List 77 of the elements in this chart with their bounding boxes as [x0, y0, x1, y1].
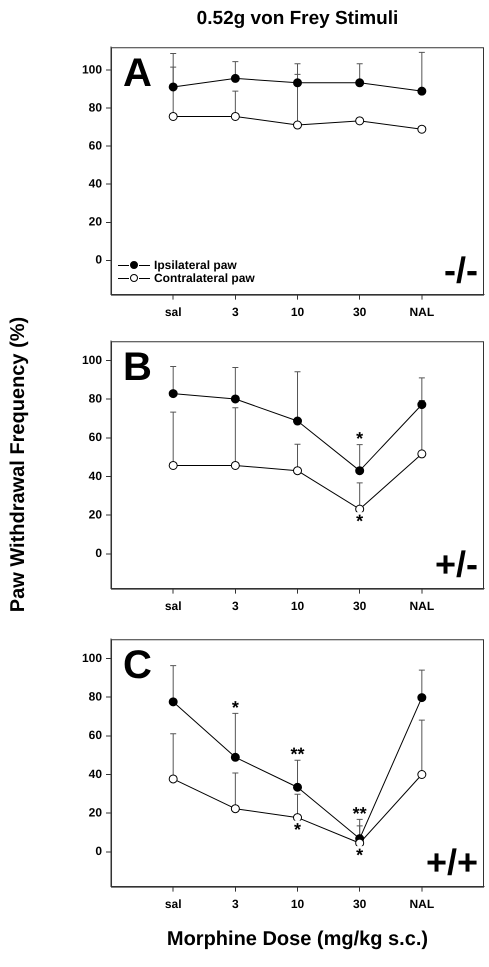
y-tick-label: 0	[95, 546, 102, 560]
y-tick-label: 40	[88, 766, 102, 781]
x-tick-label: sal	[164, 599, 182, 614]
y-tick-label: 100	[82, 62, 102, 76]
y-tick-label: 40	[88, 176, 102, 191]
x-tick-label: 30	[352, 599, 367, 614]
x-tick-label: NAL	[410, 897, 434, 912]
point	[417, 400, 426, 410]
point	[230, 804, 240, 814]
point	[230, 752, 240, 762]
legend-label: Contralateral paw	[154, 270, 255, 285]
y-tick-label: 20	[88, 507, 102, 522]
x-tick-label: NAL	[410, 599, 434, 614]
point	[417, 449, 426, 458]
point	[168, 389, 178, 398]
point	[417, 124, 426, 134]
y-tick-label: 60	[88, 138, 102, 152]
y-tick-label: 0	[95, 252, 102, 267]
x-axis-title: Morphine Dose (mg/kg s.c.)	[166, 928, 430, 951]
annotation: +/+	[426, 842, 478, 883]
y-tick-label: 60	[88, 430, 102, 444]
x-tick-label: 10	[290, 305, 305, 320]
y-tick-label: 0	[95, 844, 102, 858]
legend-label: Ipsilateral paw	[154, 258, 237, 272]
x-tick-label: 10	[290, 897, 305, 912]
y-tick-label: 100	[82, 352, 102, 367]
point	[168, 112, 178, 121]
x-tick-label: sal	[164, 305, 182, 320]
point	[293, 466, 302, 476]
annotation: *	[356, 428, 364, 449]
annotation: -/-	[444, 250, 478, 291]
point	[293, 416, 302, 426]
point	[230, 460, 240, 470]
point	[417, 770, 426, 779]
y-tick-label: 20	[88, 214, 102, 229]
x-tick-label: NAL	[410, 305, 434, 320]
annotation: **	[352, 803, 367, 824]
point	[293, 120, 302, 130]
y-tick-label: 80	[88, 391, 102, 406]
annotation: B	[123, 345, 152, 390]
annotation: +/-	[434, 544, 478, 585]
chart-title: 0.52g von Frey Stimuli	[196, 8, 400, 30]
annotation: C	[123, 643, 152, 688]
point	[230, 74, 240, 83]
point	[230, 394, 240, 404]
x-tick-label: 30	[352, 897, 367, 912]
annotation: *	[356, 845, 364, 866]
y-axis-title: Paw Withdrawal Frequency (%)	[6, 317, 30, 613]
y-tick-label: 20	[88, 805, 102, 820]
point	[168, 697, 178, 706]
x-tick-label: sal	[164, 897, 182, 912]
annotation: A	[123, 51, 152, 96]
point	[293, 782, 302, 792]
point	[168, 82, 178, 92]
y-tick-label: 100	[82, 650, 102, 665]
x-tick-label: 3	[232, 897, 240, 912]
point	[417, 693, 426, 702]
x-tick-label: 3	[232, 305, 240, 320]
x-tick-label: 30	[352, 305, 367, 320]
y-tick-label: 40	[88, 468, 102, 483]
point	[417, 86, 426, 96]
annotation: *	[294, 820, 302, 840]
point	[355, 116, 364, 126]
point	[355, 466, 364, 476]
x-tick-label: 10	[290, 599, 305, 614]
point	[168, 774, 178, 784]
annotation: *	[232, 697, 239, 718]
point	[230, 112, 240, 121]
annotation: *	[356, 511, 364, 532]
point	[293, 78, 302, 88]
y-tick-label: 80	[88, 689, 102, 704]
y-tick-label: 60	[88, 728, 102, 742]
point	[355, 78, 364, 88]
annotation: **	[290, 744, 305, 764]
point	[168, 460, 178, 470]
x-tick-label: 3	[232, 599, 240, 614]
y-tick-label: 80	[88, 100, 102, 114]
